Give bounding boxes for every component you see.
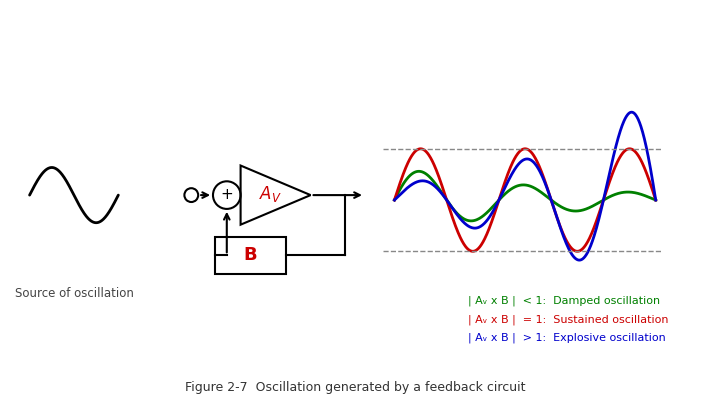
Text: $A_V$: $A_V$ bbox=[259, 184, 282, 204]
Text: B: B bbox=[243, 246, 257, 264]
Text: | Aᵥ x B |  > 1:  Explosive oscillation: | Aᵥ x B | > 1: Explosive oscillation bbox=[469, 333, 666, 343]
Text: | Aᵥ x B |  = 1:  Sustained oscillation: | Aᵥ x B | = 1: Sustained oscillation bbox=[469, 314, 669, 324]
Text: | Aᵥ x B |  < 1:  Damped oscillation: | Aᵥ x B | < 1: Damped oscillation bbox=[469, 295, 660, 306]
Text: +: + bbox=[220, 187, 233, 202]
Text: Source of oscillation: Source of oscillation bbox=[14, 287, 133, 300]
Text: Figure 2-7  Oscillation generated by a feedback circuit: Figure 2-7 Oscillation generated by a fe… bbox=[185, 381, 525, 394]
